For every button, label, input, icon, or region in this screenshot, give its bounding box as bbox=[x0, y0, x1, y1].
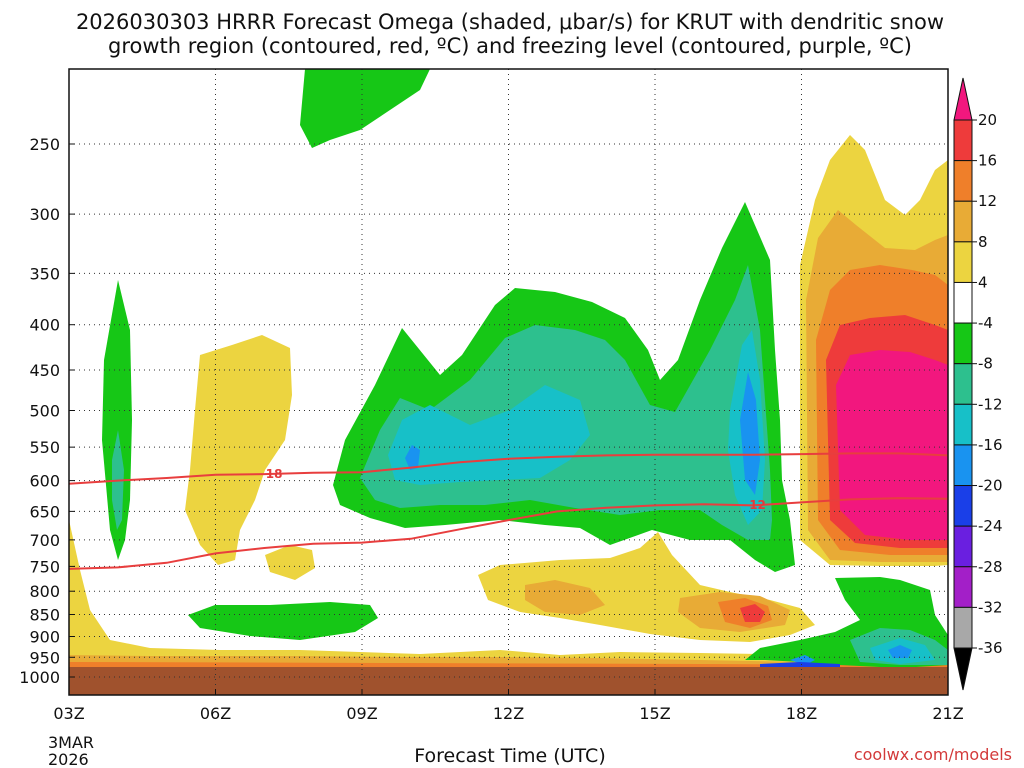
colorbar-swatch-11 bbox=[953, 566, 973, 608]
colorbar-swatch-1 bbox=[953, 160, 973, 202]
x-tick-label-06Z: 06Z bbox=[200, 704, 231, 723]
blue-spot-bottom-right bbox=[888, 645, 912, 658]
colorbar-label-1: 16 bbox=[978, 152, 997, 170]
colorbar-label-2: 12 bbox=[978, 192, 997, 210]
contour-label--12: 12 bbox=[749, 498, 766, 512]
colorbar-swatch-3 bbox=[953, 241, 973, 283]
colorbar-tip-top bbox=[953, 77, 973, 121]
x-tick-label-21Z: 21Z bbox=[932, 704, 963, 723]
green-lobe-850-left bbox=[188, 602, 378, 640]
y-tick-label-450: 450 bbox=[29, 361, 60, 380]
colorbar-label-0: 20 bbox=[978, 111, 997, 129]
x-date-year: 2026 bbox=[48, 750, 89, 768]
x-date-day: 3MAR bbox=[48, 733, 94, 752]
colorbar-label-13: -36 bbox=[978, 639, 1003, 657]
colorbar-swatch-0 bbox=[953, 119, 973, 162]
colorbar-label-11: -28 bbox=[978, 558, 1003, 576]
y-tick-label-900: 900 bbox=[29, 627, 60, 646]
colorbar-label-4: 4 bbox=[978, 273, 988, 291]
colorbar-swatch-6 bbox=[953, 363, 973, 405]
x-tick-label-12Z: 12Z bbox=[493, 704, 524, 723]
colorbar-swatch-4 bbox=[953, 281, 973, 324]
ascent-blue-10z bbox=[405, 445, 420, 470]
yellow-lobe-06z bbox=[185, 335, 292, 565]
colorbar-tip-bottom bbox=[953, 647, 973, 691]
green-column-04z bbox=[102, 280, 132, 560]
y-tick-label-850: 850 bbox=[29, 606, 60, 625]
chart-title-line1: 2026030303 HRRR Forecast Omega (shaded, … bbox=[76, 10, 944, 34]
x-tick-label-09Z: 09Z bbox=[346, 704, 377, 723]
colorbar-label-12: -32 bbox=[978, 598, 1003, 616]
chart-title-line2: growth region (contoured, red, ºC) and f… bbox=[108, 34, 912, 58]
colorbar-label-3: 8 bbox=[978, 233, 988, 251]
colorbar-label-7: -12 bbox=[978, 395, 1003, 413]
y-tick-label-750: 750 bbox=[29, 557, 60, 576]
colorbar-label-5: -4 bbox=[978, 314, 993, 332]
green-lobe-top bbox=[300, 69, 430, 148]
colorbar-label-9: -20 bbox=[978, 477, 1003, 495]
colorbar-swatch-8 bbox=[953, 444, 973, 487]
y-tick-label-350: 350 bbox=[29, 264, 60, 283]
contour-line--18 bbox=[69, 452, 948, 485]
y-tick-label-550: 550 bbox=[29, 438, 60, 457]
colorbar-swatch-5 bbox=[953, 322, 973, 365]
credit-text: coolwx.com/models bbox=[854, 745, 1012, 764]
colorbar-swatch-10 bbox=[953, 525, 973, 568]
x-tick-label-18Z: 18Z bbox=[786, 704, 817, 723]
colorbar: 20 16 12 8 4 -4 -8 -12 -16 -20 -24 -28 -32 -36 bbox=[953, 77, 1003, 691]
x-axis: 03Z 06Z 09Z 12Z 15Z 18Z 21Z bbox=[53, 689, 964, 723]
colorbar-label-6: -8 bbox=[978, 355, 993, 373]
descent-magenta bbox=[836, 350, 948, 540]
orange-patch-12z bbox=[525, 580, 605, 615]
surface-yellow-band bbox=[69, 520, 948, 695]
colorbar-swatch-12 bbox=[953, 606, 973, 649]
indigo-line-18z bbox=[760, 662, 840, 667]
y-tick-label-400: 400 bbox=[29, 316, 60, 335]
y-tick-label-800: 800 bbox=[29, 582, 60, 601]
colorbar-swatch-2 bbox=[953, 200, 973, 243]
y-tick-label-300: 300 bbox=[29, 205, 60, 224]
contour-line--12 bbox=[69, 497, 948, 570]
colorbar-label-10: -24 bbox=[978, 517, 1003, 535]
x-tick-label-03Z: 03Z bbox=[53, 704, 84, 723]
y-tick-label-250: 250 bbox=[29, 135, 60, 154]
colorbar-label-8: -16 bbox=[978, 436, 1003, 454]
ascent-blue-17z bbox=[740, 372, 760, 495]
y-tick-label-950: 950 bbox=[29, 648, 60, 667]
y-tick-label-500: 500 bbox=[29, 402, 60, 421]
y-axis: 250 300 350 400 450 500 550 600 650 700 750 800 850 9… bbox=[19, 135, 75, 687]
y-tick-label-600: 600 bbox=[29, 472, 60, 491]
y-tick-label-1000: 1000 bbox=[19, 668, 60, 687]
green-lobe-750 bbox=[265, 545, 315, 580]
contour-label--18: 18 bbox=[266, 467, 283, 481]
colorbar-swatch-9 bbox=[953, 485, 973, 527]
red-core-16z bbox=[740, 604, 765, 622]
y-tick-label-700: 700 bbox=[29, 531, 60, 550]
x-axis-label: Forecast Time (UTC) bbox=[414, 745, 605, 767]
y-tick-label-650: 650 bbox=[29, 502, 60, 521]
x-tick-label-15Z: 15Z bbox=[639, 704, 670, 723]
colorbar-swatch-7 bbox=[953, 403, 973, 446]
